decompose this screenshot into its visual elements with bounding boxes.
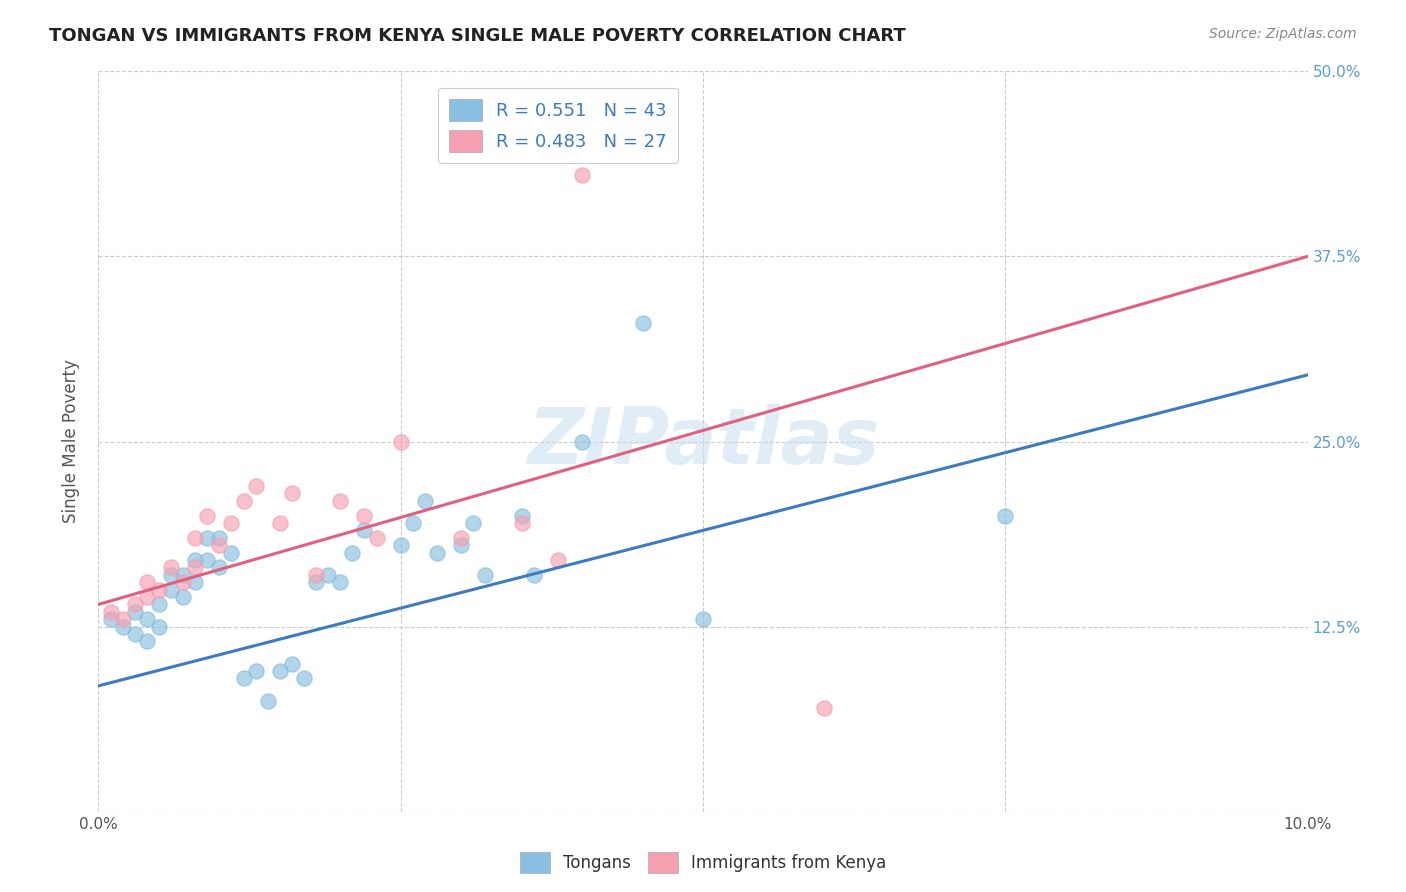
Point — [510, 508, 533, 523]
Point — [100, 605, 122, 619]
Point — [269, 664, 291, 678]
Point — [281, 657, 304, 671]
Point — [245, 479, 267, 493]
Point — [571, 168, 593, 182]
Point — [135, 634, 157, 648]
Point — [172, 567, 194, 582]
Point — [413, 493, 436, 508]
Point — [281, 486, 304, 500]
Point — [160, 560, 183, 574]
Point — [692, 612, 714, 626]
Point — [631, 316, 654, 330]
Point — [124, 627, 146, 641]
Point — [208, 560, 231, 574]
Point — [523, 567, 546, 582]
Point — [148, 598, 170, 612]
Point — [994, 508, 1017, 523]
Point — [195, 531, 218, 545]
Legend: Tongans, Immigrants from Kenya: Tongans, Immigrants from Kenya — [513, 846, 893, 880]
Point — [366, 531, 388, 545]
Point — [450, 531, 472, 545]
Point — [111, 619, 134, 633]
Point — [450, 538, 472, 552]
Point — [389, 538, 412, 552]
Point — [389, 434, 412, 449]
Point — [172, 590, 194, 604]
Point — [208, 538, 231, 552]
Point — [135, 612, 157, 626]
Point — [305, 575, 328, 590]
Y-axis label: Single Male Poverty: Single Male Poverty — [62, 359, 80, 524]
Text: Source: ZipAtlas.com: Source: ZipAtlas.com — [1209, 27, 1357, 41]
Point — [135, 575, 157, 590]
Point — [316, 567, 339, 582]
Point — [208, 531, 231, 545]
Point — [510, 516, 533, 530]
Point — [813, 701, 835, 715]
Point — [160, 567, 183, 582]
Point — [463, 516, 485, 530]
Point — [221, 516, 243, 530]
Point — [269, 516, 291, 530]
Point — [547, 553, 569, 567]
Point — [148, 582, 170, 597]
Point — [195, 508, 218, 523]
Point — [426, 546, 449, 560]
Point — [342, 546, 364, 560]
Point — [329, 575, 352, 590]
Point — [571, 434, 593, 449]
Point — [353, 524, 375, 538]
Point — [329, 493, 352, 508]
Point — [232, 672, 254, 686]
Point — [184, 553, 207, 567]
Point — [474, 567, 496, 582]
Point — [195, 553, 218, 567]
Point — [256, 694, 278, 708]
Point — [184, 531, 207, 545]
Point — [124, 598, 146, 612]
Point — [172, 575, 194, 590]
Point — [124, 605, 146, 619]
Point — [221, 546, 243, 560]
Text: TONGAN VS IMMIGRANTS FROM KENYA SINGLE MALE POVERTY CORRELATION CHART: TONGAN VS IMMIGRANTS FROM KENYA SINGLE M… — [49, 27, 905, 45]
Point — [232, 493, 254, 508]
Point — [148, 619, 170, 633]
Point — [402, 516, 425, 530]
Point — [353, 508, 375, 523]
Legend: R = 0.551   N = 43, R = 0.483   N = 27: R = 0.551 N = 43, R = 0.483 N = 27 — [439, 87, 678, 162]
Point — [245, 664, 267, 678]
Point — [135, 590, 157, 604]
Point — [184, 560, 207, 574]
Point — [111, 612, 134, 626]
Point — [305, 567, 328, 582]
Point — [184, 575, 207, 590]
Text: ZIPatlas: ZIPatlas — [527, 403, 879, 480]
Point — [292, 672, 315, 686]
Point — [160, 582, 183, 597]
Point — [100, 612, 122, 626]
